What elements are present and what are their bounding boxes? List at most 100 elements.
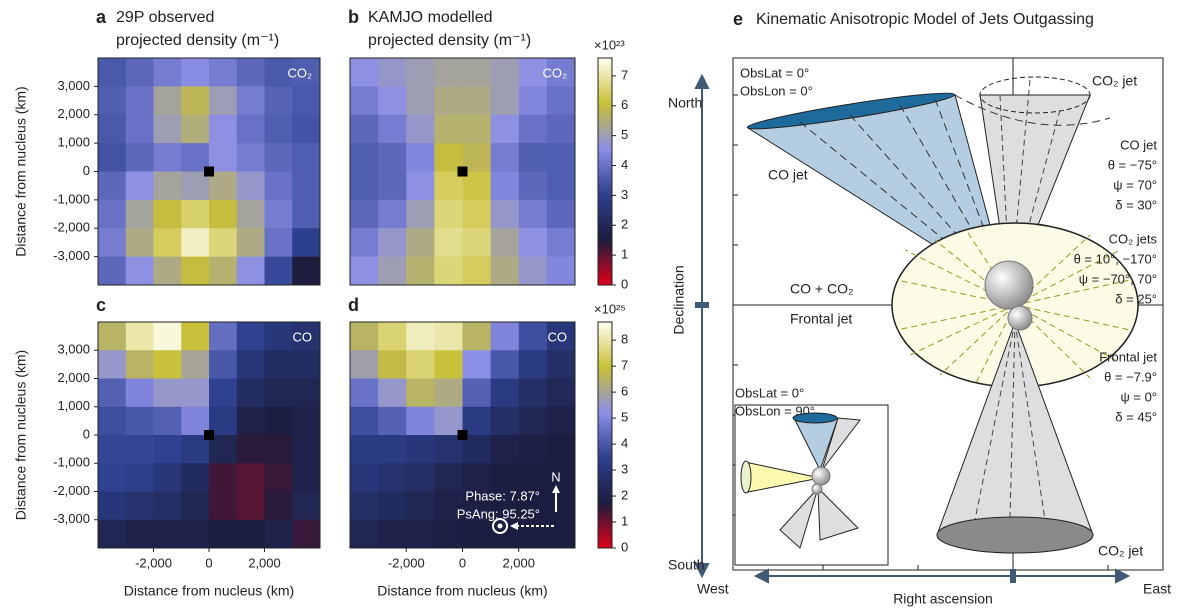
heatmap-cell [406,379,435,408]
heatmap-cell [181,463,209,492]
heatmap-cell [350,520,379,549]
param-line: ψ = −70°, 70° [1079,271,1157,286]
heatmap-cell [237,115,265,144]
heatmap-cell [126,492,154,521]
heatmap-cell [126,172,154,201]
heatmap-cell [547,435,576,464]
heatmap-cell [378,463,407,492]
heatmap-cell [98,86,126,115]
heatmap-cell [126,115,154,144]
colorbar-tick-label: 7 [621,358,628,373]
heatmap-cell [491,257,520,286]
heatmap-cell [154,200,182,229]
heatmap-cell [237,58,265,87]
compass-label: N [551,469,560,484]
heatmap-cell [237,257,265,286]
heatmap-cell [292,350,320,379]
heatmap-cell [154,143,182,172]
y-tick-label: 0 [83,426,90,441]
heatmap-cell [519,228,548,257]
nucleus [204,167,214,177]
heatmap-cell [209,463,237,492]
heatmap-cell [98,435,126,464]
heatmap-cell [209,115,237,144]
heatmap-cell [126,463,154,492]
colorbar [598,322,612,548]
inset-nucleus [812,467,830,485]
heatmap-cell [126,350,154,379]
colorbar-tick-label: 5 [621,410,628,425]
heatmap-cell [237,143,265,172]
colorbar-tick-label: 6 [621,97,628,112]
heatmap-cell [350,228,379,257]
heatmap-cell [209,86,237,115]
colorbar-tick-label: 2 [621,487,628,502]
heatmap-cell [519,172,548,201]
heatmap-cell [434,379,463,408]
heatmap-cell [463,228,492,257]
param-line: θ = 10°, −170° [1074,251,1157,266]
heatmap-cell [292,463,320,492]
heatmap-cell [154,435,182,464]
heatmap-cell [547,379,576,408]
heatmap-cell [237,228,265,257]
heatmap-cell [378,379,407,408]
colorbar-tick-label: 3 [621,462,628,477]
heatmap-cell [154,58,182,87]
param-heading: CO jet [1120,137,1157,152]
heatmap-cell [378,115,407,144]
jet-label: CO₂ jet [1092,73,1137,89]
x-axis-label: Distance from nucleus (km) [124,583,294,599]
heatmap-cell [126,407,154,436]
observer [498,524,503,529]
east-label: East [1143,581,1171,597]
heatmap-cell [265,200,293,229]
colorbar-tick-label: 4 [621,436,628,451]
heatmap-cell [547,115,576,144]
heatmap-cell [434,86,463,115]
heatmap-cell [209,228,237,257]
species-label: CO₂ [287,65,312,80]
heatmap-cell [491,350,520,379]
heatmap-cell [181,492,209,521]
heatmap-cell [491,435,520,464]
y-tick-label: 2,000 [57,370,90,385]
ra-label: Right ascension [893,591,993,607]
heatmap-cell [292,435,320,464]
heatmap-cell [209,200,237,229]
param-line: θ = −7.9° [1104,369,1157,384]
y-tick-label: -2,000 [53,483,90,498]
heatmap-cell [154,86,182,115]
heatmap-cell [491,172,520,201]
observation-note: Phase: 7.87° [465,488,540,503]
param-line: δ = 30° [1115,197,1157,212]
heatmap-cell [547,350,576,379]
heatmap-cell [237,200,265,229]
heatmap-cell [434,115,463,144]
heatmap-cell [181,115,209,144]
heatmap-cell [209,492,237,521]
obs-label: ObsLat = 0° [740,65,809,80]
colorbar-scale: ×10²⁵ [594,301,626,316]
panel-label: e [733,9,743,29]
heatmap-cell [265,407,293,436]
heatmap-cell [237,463,265,492]
heatmap-cell [547,86,576,115]
heatmap-cell [292,200,320,229]
heatmap-cell [126,520,154,549]
heatmap-cell [434,257,463,286]
heatmap-cell [126,200,154,229]
heatmap-cell [126,435,154,464]
heatmap-cell [378,322,407,351]
heatmap-cell [463,200,492,229]
heatmap-cell [265,350,293,379]
panel-title: 29P observed [116,9,214,26]
heatmap-cell [154,322,182,351]
heatmap-cell [265,86,293,115]
heatmap-cell [378,407,407,436]
heatmap-cell [98,200,126,229]
heatmap-cell [406,115,435,144]
y-tick-label: -3,000 [53,248,90,263]
jet-label: CO jet [768,167,808,183]
heatmap-cell [547,492,576,521]
